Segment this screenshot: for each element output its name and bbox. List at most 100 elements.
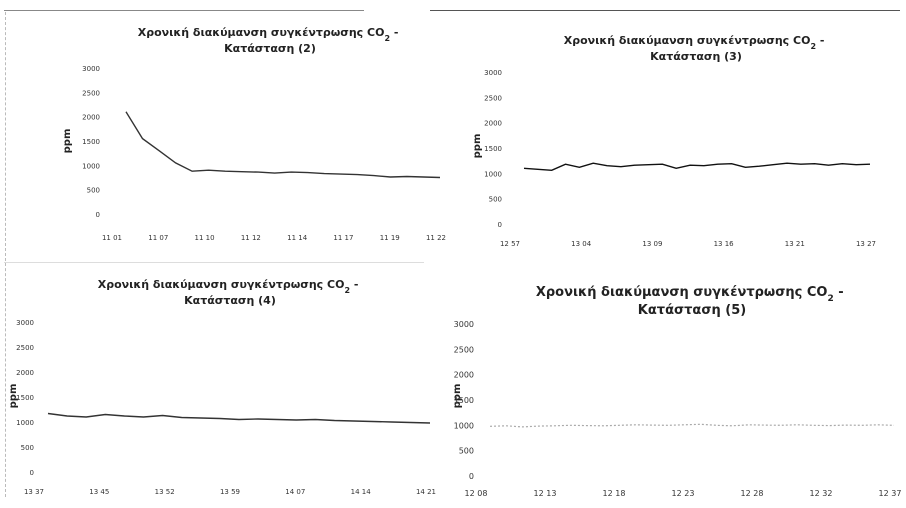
x-axis-ticks: 12 57 13 04 13 09 13 16 13 21 13 27 [500, 240, 876, 248]
y-tick-label: 0 [96, 211, 100, 219]
x-tick-label: 14 14 [351, 488, 372, 496]
x-axis-ticks: 11 01 11 07 11 10 11 12 11 14 11 17 11 19 11 22 [102, 234, 446, 242]
chart-panel-state-4: Χρονική διακύμανση συγκέντρωσης CO2 - Κα… [0, 262, 460, 504]
x-tick-label: 12 37 [879, 489, 902, 498]
y-tick-label: 1500 [82, 138, 100, 146]
y-tick-label: 3000 [454, 320, 474, 329]
x-tick-label: 12 32 [810, 489, 833, 498]
y-axis-ticks: 3000 2500 2000 1500 1000 500 0 [82, 65, 100, 219]
y-tick-label: 2500 [82, 89, 100, 97]
x-axis-ticks: 13 37 13 45 13 52 13 59 14 07 14 14 14 21 [24, 488, 436, 496]
y-tick-label: 2000 [16, 369, 34, 377]
series-line [489, 423, 895, 428]
chart-lines [47, 412, 431, 424]
chart-lines [523, 162, 871, 172]
x-tick-label: 13 52 [155, 488, 175, 496]
x-tick-label: 11 14 [287, 234, 308, 242]
x-tick-label: 13 21 [785, 240, 805, 248]
y-tick-label: 500 [459, 447, 474, 456]
y-tick-label: 3000 [16, 319, 34, 327]
y-tick-label: 0 [30, 469, 34, 477]
y-tick-label: 2000 [484, 120, 502, 128]
chart-title-line2: Κατάσταση (3) [650, 50, 742, 63]
y-axis-ticks: 3000 2500 2000 1500 1000 500 0 [454, 320, 474, 481]
x-tick-label: 13 27 [856, 240, 876, 248]
chart-svg: Χρονική διακύμανση συγκέντρωσης CO2 - Κα… [452, 285, 902, 498]
middle-divider-line [4, 262, 424, 263]
chart-lines [125, 111, 441, 179]
y-tick-label: 1500 [484, 145, 502, 153]
chart-title-line1: Χρονική διακύμανση συγκέντρωσης CO2 - [536, 285, 848, 304]
y-tick-label: 1000 [82, 162, 100, 170]
left-border-line [5, 12, 7, 497]
x-tick-label: 11 07 [148, 234, 168, 242]
chart-svg: Χρονική διακύμανση συγκέντρωσης CO2 - Κα… [62, 26, 446, 242]
y-tick-label: 500 [87, 187, 100, 195]
y-tick-label: 3000 [82, 65, 100, 73]
x-tick-label: 11 12 [241, 234, 261, 242]
x-tick-label: 12 23 [672, 489, 695, 498]
y-axis-label: ppm [62, 129, 73, 154]
top-border-line-left [4, 10, 364, 11]
y-tick-label: 0 [498, 221, 502, 229]
x-tick-label: 11 19 [380, 234, 400, 242]
svg-text:Χρονική διακύμανση συγκέντρωση: Χρονική διακύμανση συγκέντρωσης CO2 - Κα… [138, 26, 403, 55]
chart-title-line1: Χρονική διακύμανση συγκέντρωσης CO2 - [564, 34, 829, 51]
chart-svg: Χρονική διακύμανση συγκέντρωσης CO2 - Κα… [472, 34, 876, 248]
chart-title-line1: Χρονική διακύμανση συγκέντρωσης CO2 - [98, 278, 363, 295]
x-tick-label: 13 16 [714, 240, 735, 248]
x-axis-ticks: 12 08 12 13 12 18 12 23 12 28 12 32 12 37 [465, 489, 902, 498]
chart-title-line2: Κατάσταση (5) [638, 303, 746, 318]
x-tick-label: 13 04 [571, 240, 592, 248]
x-tick-label: 13 37 [24, 488, 44, 496]
chart-title-line1: Χρονική διακύμανση συγκέντρωσης CO2 - [138, 26, 403, 43]
chart-title-line2: Κατάσταση (2) [224, 42, 316, 55]
y-tick-label: 3000 [484, 69, 502, 77]
x-tick-label: 14 07 [285, 488, 305, 496]
svg-text:Χρονική διακύμανση συγκέντρωση: Χρονική διακύμανση συγκέντρωσης CO2 - Κα… [564, 34, 829, 63]
x-tick-label: 12 28 [741, 489, 764, 498]
y-tick-label: 2000 [82, 114, 100, 122]
y-tick-label: 2000 [454, 371, 474, 380]
x-tick-label: 11 10 [195, 234, 215, 242]
series-line [523, 162, 871, 172]
y-axis-label: ppm [8, 384, 19, 409]
x-tick-label: 13 59 [220, 488, 240, 496]
y-tick-label: 500 [21, 444, 34, 452]
y-axis-label: ppm [452, 384, 463, 409]
y-tick-label: 1500 [16, 394, 34, 402]
x-tick-label: 12 18 [603, 489, 626, 498]
y-tick-label: 1000 [484, 170, 502, 178]
y-tick-label: 1000 [16, 419, 34, 427]
y-tick-label: 2500 [16, 344, 34, 352]
x-tick-label: 12 08 [465, 489, 488, 498]
x-tick-label: 11 22 [426, 234, 446, 242]
y-tick-label: 2500 [454, 345, 474, 354]
series-line [125, 111, 441, 179]
y-axis-label: ppm [472, 134, 483, 159]
y-tick-label: 1500 [454, 396, 474, 405]
svg-text:Χρονική διακύμανση συγκέντρωση: Χρονική διακύμανση συγκέντρωσης CO2 - Κα… [98, 278, 363, 307]
chart-panel-state-2: Χρονική διακύμανση συγκέντρωσης CO2 - Κα… [0, 0, 460, 262]
x-tick-label: 12 57 [500, 240, 520, 248]
y-tick-label: 500 [489, 196, 502, 204]
chart-panel-state-3: Χρονική διακύμανση συγκέντρωσης CO2 - Κα… [460, 0, 906, 262]
x-tick-label: 12 13 [534, 489, 557, 498]
chart-lines [489, 423, 895, 428]
x-tick-label: 13 45 [89, 488, 109, 496]
chart-title-line2: Κατάσταση (4) [184, 294, 276, 307]
chart-panel-state-5: Χρονική διακύμανση συγκέντρωσης CO2 - Κα… [430, 262, 906, 504]
x-tick-label: 13 09 [642, 240, 662, 248]
series-line [47, 412, 431, 424]
y-tick-label: 1000 [454, 421, 474, 430]
x-tick-label: 14 21 [416, 488, 436, 496]
top-border-line-right [430, 10, 900, 11]
x-tick-label: 11 01 [102, 234, 122, 242]
svg-text:Χρονική διακύμανση συγκέντρωση: Χρονική διακύμανση συγκέντρωσης CO2 - Κα… [536, 285, 848, 318]
y-tick-label: 2500 [484, 94, 502, 102]
x-tick-label: 11 17 [333, 234, 353, 242]
chart-svg: Χρονική διακύμανση συγκέντρωσης CO2 - Κα… [8, 278, 436, 496]
y-axis-ticks: 3000 2500 2000 1500 1000 500 0 [484, 69, 502, 229]
y-tick-label: 0 [469, 472, 474, 481]
y-axis-ticks: 3000 2500 2000 1500 1000 500 0 [16, 319, 34, 477]
